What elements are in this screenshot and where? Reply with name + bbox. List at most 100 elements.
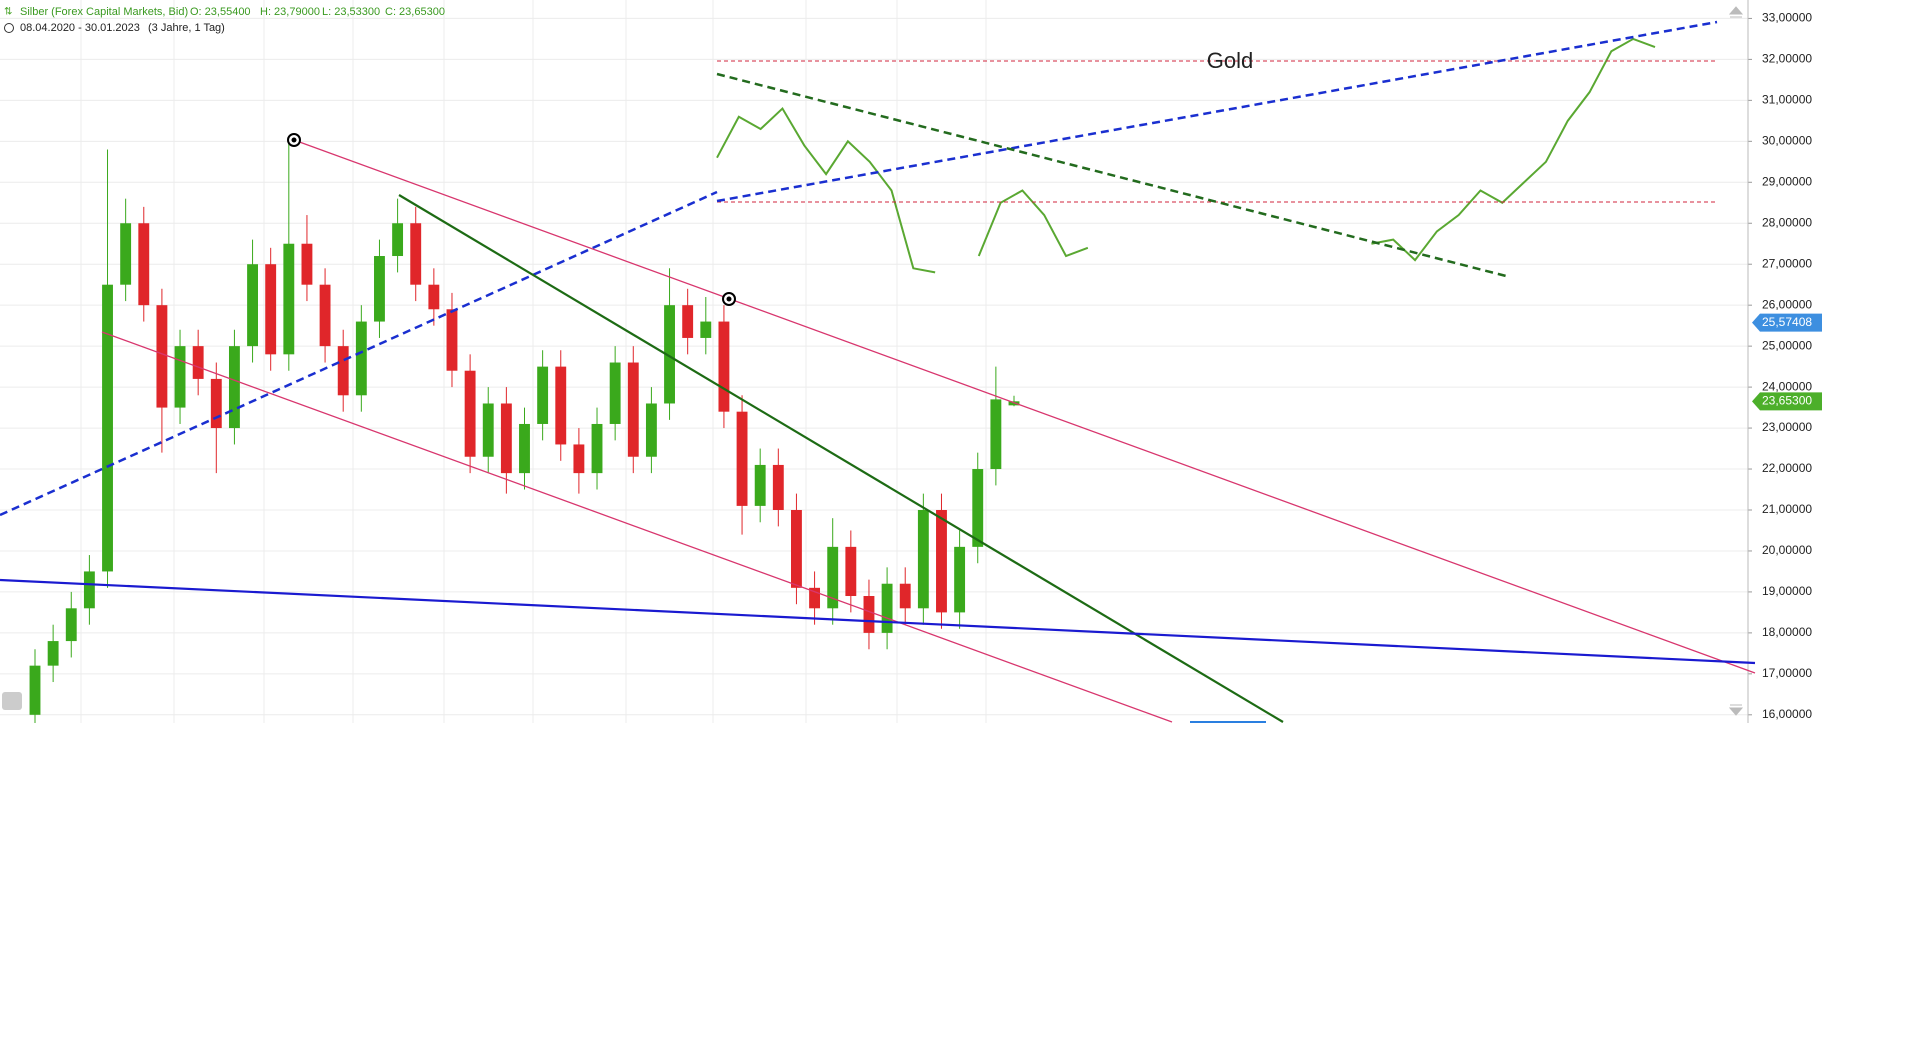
candle-body <box>899 583 911 609</box>
candle-body <box>537 366 549 424</box>
candle-body <box>881 583 893 633</box>
candle-body <box>863 596 875 633</box>
candle-body <box>174 346 186 408</box>
candle-body <box>972 469 984 547</box>
candle-body <box>319 284 331 347</box>
ohlc-low: L: 23,53300 <box>322 6 380 18</box>
candle-body <box>609 362 621 424</box>
trendlines <box>0 20 1756 723</box>
candle-body <box>102 284 113 572</box>
period: (3 Jahre, 1 Tag) <box>148 22 225 34</box>
candle-body <box>519 423 530 474</box>
candle-body <box>645 403 657 457</box>
icon: ⇅ <box>4 7 12 18</box>
price-marker <box>1752 392 1822 411</box>
trendline-dashed <box>0 190 718 517</box>
candle-body <box>228 346 240 429</box>
y-tick-label: 17,00000 <box>1762 666 1812 680</box>
trendline-dashed <box>716 20 1718 203</box>
channel-line <box>293 139 1756 674</box>
y-tick-label: 25,00000 <box>1762 338 1812 352</box>
candle-body <box>410 223 422 285</box>
trendline <box>398 194 1284 723</box>
candle-body <box>29 665 41 715</box>
candle-body <box>464 370 476 457</box>
vertical-grid <box>80 0 987 723</box>
candle-body <box>482 403 494 457</box>
candle-body <box>700 321 712 338</box>
y-tick-label: 30,00000 <box>1762 133 1812 147</box>
candle-body <box>664 305 675 404</box>
toolbar-button[interactable] <box>2 692 22 710</box>
y-tick-label: 27,00000 <box>1762 256 1812 270</box>
annotation: Gold <box>1207 48 1253 73</box>
candle-body <box>827 546 839 609</box>
y-tick-label: 19,00000 <box>1762 584 1812 598</box>
ohlc-high: H: 23,79000 <box>260 6 320 18</box>
candle-body <box>591 423 603 474</box>
ohlc-close: C: 23,65300 <box>385 6 445 18</box>
candle-body <box>954 546 966 613</box>
candles <box>29 141 1020 723</box>
candle-body <box>210 378 222 429</box>
scroll-down[interactable] <box>1728 704 1744 716</box>
candle-body <box>192 346 204 379</box>
price-marker <box>1752 313 1822 332</box>
candle-body <box>47 641 59 666</box>
y-tick-label: 16,00000 <box>1762 707 1812 721</box>
candle-body <box>917 509 929 609</box>
candle-body <box>791 509 802 588</box>
candle-body <box>428 284 440 310</box>
candle-body <box>374 256 385 322</box>
y-tick-label: 23,00000 <box>1762 420 1812 434</box>
gold-overlay <box>716 37 1656 274</box>
y-tick-label: 28,00000 <box>1762 215 1812 229</box>
ohlc-open: O: 23,55400 <box>190 6 251 18</box>
y-axis: 16,00000 17,00000 18,00000 19,00000 20,00000… <box>0 11 1822 721</box>
y-tick-label: 18,00000 <box>1762 625 1812 639</box>
gold-line <box>716 37 1656 274</box>
y-tick-label: 24,00000 <box>1762 379 1812 393</box>
price-marker-label: 25,57408 <box>1762 315 1812 329</box>
y-tick-label: 31,00000 <box>1762 93 1812 107</box>
candle-body <box>500 403 512 474</box>
y-tick-label: 33,00000 <box>1762 11 1812 25</box>
price-marker-label: 23,65300 <box>1762 393 1812 407</box>
candle-body <box>120 223 132 285</box>
candle-body <box>446 309 458 371</box>
candle-body <box>845 546 857 597</box>
anchor-point <box>291 137 297 143</box>
channel-line <box>101 331 1173 723</box>
candle-body <box>138 223 150 306</box>
candle-body <box>337 346 349 396</box>
candle-body <box>573 444 585 474</box>
candle-body <box>156 305 168 408</box>
candle-body <box>718 321 730 412</box>
header: ⇅ Silber (Forex Capital Markets, Bid) O:… <box>4 6 445 34</box>
candle-body <box>936 509 947 613</box>
candle-body <box>990 399 1002 470</box>
candle-body <box>772 464 784 510</box>
candle-body <box>555 366 567 445</box>
anchor-point <box>726 296 732 302</box>
clock-icon <box>4 23 14 33</box>
candle-body <box>247 264 258 347</box>
candle-body <box>265 264 277 355</box>
y-tick-label: 32,00000 <box>1762 52 1812 66</box>
candle-body <box>83 571 95 609</box>
y-tick-label: 20,00000 <box>1762 543 1812 557</box>
y-tick-label: 26,00000 <box>1762 297 1812 311</box>
candle-body <box>283 243 295 355</box>
candle-body <box>682 305 694 338</box>
candle-body <box>809 587 821 609</box>
date-range: 08.04.2020 - 30.01.2023 <box>20 22 140 34</box>
y-tick-label: 21,00000 <box>1762 502 1812 516</box>
scroll-up[interactable] <box>1728 6 1744 18</box>
candle-body <box>392 223 404 257</box>
candle-body <box>627 362 639 457</box>
trendline <box>0 578 1756 665</box>
candle-body <box>736 411 748 506</box>
y-tick-label: 22,00000 <box>1762 461 1812 475</box>
